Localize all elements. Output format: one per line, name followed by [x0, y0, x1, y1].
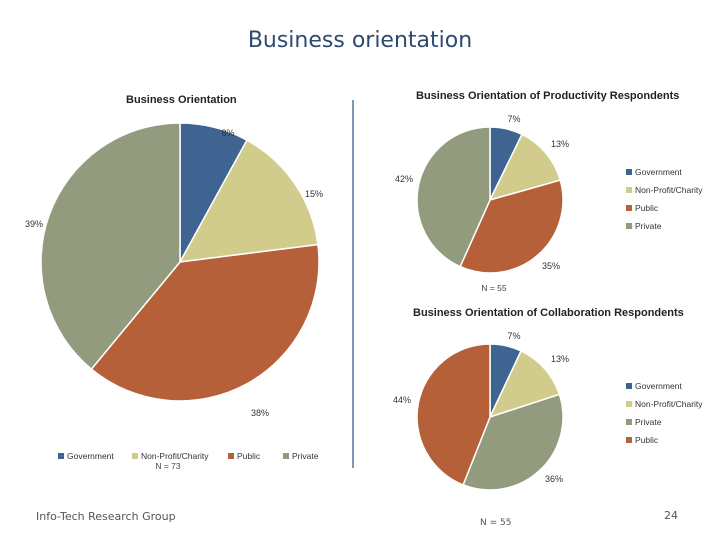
legend-label-2-2: Private [635, 417, 662, 427]
n-label-1: N = 55 [481, 283, 507, 293]
data-label-0-2: 38% [251, 408, 269, 418]
legend-swatch-1-0 [626, 169, 632, 175]
pie-slice-1-1 [488, 133, 562, 202]
legend-swatch-2-2 [626, 419, 632, 425]
legend-swatch-1-3 [626, 223, 632, 229]
legend-swatch-2-1 [626, 401, 632, 407]
legend-swatch-0-3 [283, 453, 289, 459]
legend-label-2-3: Public [635, 435, 659, 445]
pie-slice-0-2 [90, 243, 320, 402]
data-label-1-1: 13% [551, 139, 569, 149]
slide-title: Business orientation [247, 28, 473, 53]
legend-swatch-0-0 [58, 453, 64, 459]
footer-text: Info-Tech Research Group [36, 510, 176, 523]
legend-label-2-0: Government [635, 381, 682, 391]
pie-slice-1-3 [416, 126, 491, 268]
legend-label-0-2: Public [237, 451, 261, 461]
legend-swatch-0-1 [132, 453, 138, 459]
legend-swatch-2-0 [626, 383, 632, 389]
pie-slice-0-3 [40, 122, 181, 371]
legend-swatch-1-1 [626, 187, 632, 193]
data-label-0-0: 8% [221, 128, 234, 138]
pie-slice-2-3 [416, 343, 491, 486]
data-label-2-2: 36% [545, 474, 563, 484]
legend-label-0-3: Private [292, 451, 319, 461]
page-number: 24 [664, 509, 678, 522]
legend-swatch-0-2 [228, 453, 234, 459]
pie-slice-1-2 [459, 179, 564, 274]
pie-slice-0-1 [178, 139, 319, 263]
data-label-2-0: 7% [507, 331, 520, 341]
chart-title-overall: Business Orientation [126, 94, 237, 106]
chart-title-productivity: Business Orientation of Productivity Res… [416, 90, 680, 102]
legend-label-1-2: Public [635, 203, 659, 213]
n-label-0: N = 73 [155, 461, 181, 471]
legend-label-1-3: Private [635, 221, 662, 231]
data-label-2-3: 44% [393, 395, 411, 405]
legend-label-1-0: Government [635, 167, 682, 177]
section-divider [352, 100, 354, 468]
pie-slice-2-2 [462, 393, 564, 491]
legend-label-2-1: Non-Profit/Charity [635, 399, 703, 409]
data-label-1-2: 35% [542, 261, 560, 271]
legend-label-0-1: Non-Profit/Charity [141, 451, 209, 461]
legend-swatch-2-3 [626, 437, 632, 443]
data-label-2-1: 13% [551, 354, 569, 364]
data-label-0-3: 39% [25, 219, 43, 229]
footer-n-label: N = 55 [480, 518, 512, 528]
legend-label-1-1: Non-Profit/Charity [635, 185, 703, 195]
data-label-1-0: 7% [507, 114, 520, 124]
legend-swatch-1-2 [626, 205, 632, 211]
legend-label-0-0: Government [67, 451, 114, 461]
data-label-1-3: 42% [395, 174, 413, 184]
chart-title-collaboration: Business Orientation of Collaboration Re… [413, 307, 684, 319]
data-label-0-1: 15% [305, 189, 323, 199]
pie-slice-2-1 [488, 349, 561, 419]
